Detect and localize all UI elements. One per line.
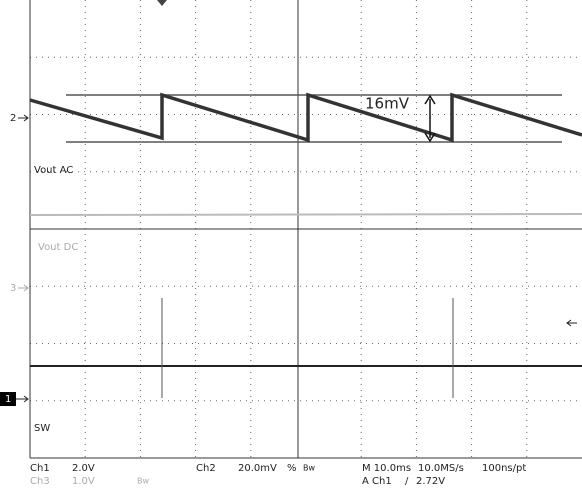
- status-sample-rate: 10.0MS/s: [418, 463, 464, 474]
- status-trigger-slope: /: [405, 476, 409, 487]
- status-trigger-source: A Ch1: [362, 476, 392, 487]
- annotation: 16mV: [365, 95, 410, 113]
- vout-dc-trace: [29, 213, 582, 216]
- measure-arrowheads: [424, 94, 436, 143]
- ch1-marker: 1: [5, 394, 11, 405]
- status-ch3-scale: 1.0V: [72, 476, 95, 487]
- ch3-label: Vout DC: [38, 242, 78, 253]
- status-ch3: Ch3: [30, 476, 50, 487]
- ch3-marker: 3: [10, 283, 16, 294]
- status-ch2-scale: 20.0mV: [238, 463, 277, 474]
- ch1-marker-box: [0, 392, 16, 406]
- ch3-arrow: [18, 284, 29, 292]
- status-ch2: Ch2: [196, 463, 216, 474]
- vout-ac-trace: [29, 92, 582, 143]
- status-ch2-bw: Bw: [303, 464, 315, 473]
- status-resolution: 100ns/pt: [482, 463, 526, 474]
- trigger-level-arrow: [566, 319, 577, 327]
- ch1-arrow: [16, 395, 29, 403]
- ch2-label: Vout AC: [34, 165, 73, 176]
- ch2-marker: 2: [10, 113, 16, 124]
- trigger-position: [157, 0, 167, 6]
- status-ch1: Ch1: [30, 463, 50, 474]
- status-timebase: M 10.0ms: [362, 463, 411, 474]
- status-ch3-bw: Bw: [137, 477, 149, 486]
- status-trigger-level: 2.72V: [416, 476, 445, 487]
- status-ch1-scale: 2.0V: [72, 463, 95, 474]
- ch2-arrow: [18, 114, 29, 122]
- ch1-label: SW: [34, 423, 50, 434]
- status-ch2-bw-symbol: %: [287, 463, 297, 474]
